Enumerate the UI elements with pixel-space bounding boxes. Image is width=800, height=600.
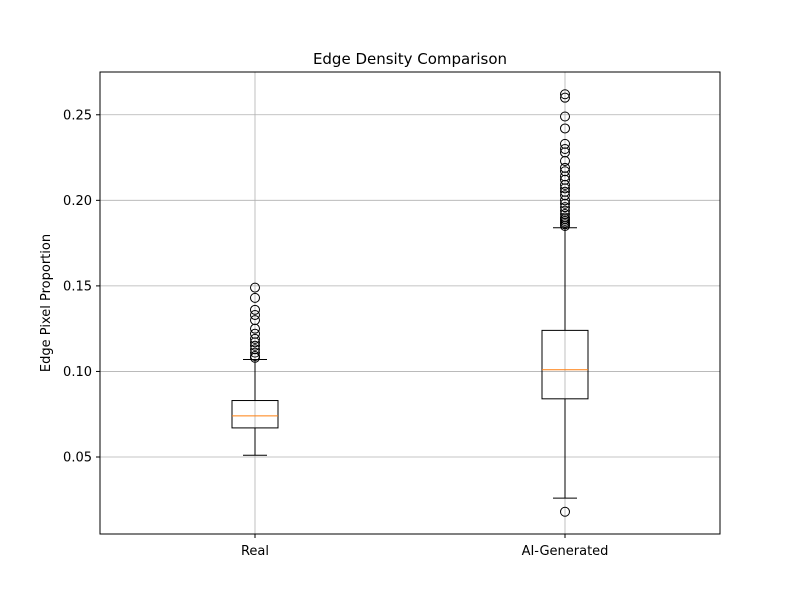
x-tick-label: AI-Generated xyxy=(522,544,609,559)
y-tick-label: 0.05 xyxy=(63,451,92,466)
outlier-point xyxy=(560,179,570,190)
interquartile-box xyxy=(541,329,589,400)
outlier-point xyxy=(250,333,260,344)
outlier-point xyxy=(560,89,570,100)
y-tick-label: 0.15 xyxy=(63,279,92,294)
outlier-point xyxy=(250,340,260,351)
outlier-point xyxy=(250,304,260,315)
outlier-point xyxy=(560,195,570,206)
x-tick-label: Real xyxy=(241,544,269,559)
box-plot-ai-generated xyxy=(541,89,589,517)
interquartile-box xyxy=(231,400,279,429)
outlier-point xyxy=(250,337,260,348)
outlier-point xyxy=(250,323,260,334)
outlier-point xyxy=(560,221,570,231)
outlier-point xyxy=(560,92,570,103)
outlier-point xyxy=(560,506,570,517)
chart-title: Edge Density Comparison xyxy=(313,50,507,68)
grid-lines xyxy=(100,72,720,534)
outlier-point xyxy=(560,144,570,154)
box-plot-real xyxy=(231,282,279,456)
box-plots xyxy=(231,89,589,517)
outlier-point xyxy=(560,202,570,213)
y-tick-label: 0.10 xyxy=(63,365,92,380)
outlier-point xyxy=(560,198,570,209)
outlier-point xyxy=(560,183,570,194)
y-tick-label: 0.20 xyxy=(63,194,92,209)
outlier-point xyxy=(250,352,260,363)
outlier-point xyxy=(560,123,570,134)
outlier-point xyxy=(250,309,260,320)
outlier-point xyxy=(560,111,570,122)
outlier-point xyxy=(250,292,260,303)
y-axis-ticks: 0.05 0.10 0.15 0.20 0.25 xyxy=(63,108,100,466)
y-tick-label: 0.25 xyxy=(63,108,92,123)
outlier-point xyxy=(560,155,570,166)
outlier-point xyxy=(250,347,260,358)
plot-area-frame xyxy=(99,71,721,535)
x-axis-ticks: Real AI-Generated xyxy=(241,534,608,559)
outlier-point xyxy=(250,282,260,293)
y-axis-title: Edge Pixel Proportion xyxy=(39,234,54,372)
